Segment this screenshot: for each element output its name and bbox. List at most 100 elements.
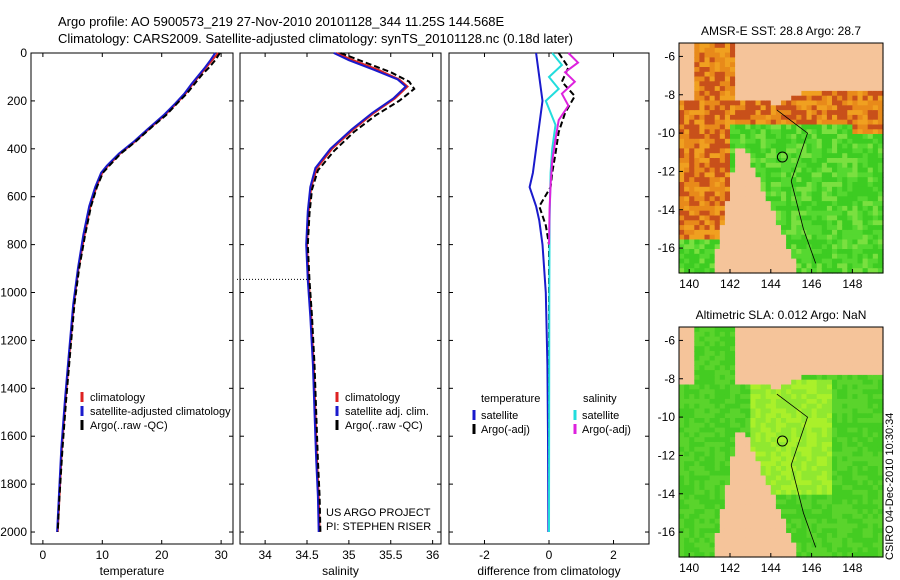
map-cell — [867, 105, 874, 111]
map-cell — [857, 134, 864, 140]
map-cell — [735, 533, 741, 539]
map-cell — [842, 374, 848, 381]
map-cell — [816, 134, 823, 140]
map-cell — [786, 143, 792, 149]
map-cell — [770, 403, 777, 410]
map-cell — [679, 234, 685, 241]
map-cell — [684, 422, 690, 429]
map-cell — [679, 95, 685, 102]
map-cell — [801, 365, 808, 371]
map-cell — [786, 95, 792, 102]
map-cell — [775, 537, 782, 544]
map-cell — [867, 138, 874, 145]
salinity-panel: 34 34.5 35 35.5 36salinityclimatologysatelli… — [237, 52, 442, 578]
map-cell — [796, 43, 802, 49]
map-cell — [842, 528, 848, 534]
map-cell — [770, 331, 777, 338]
map-cell — [724, 461, 731, 467]
map-cell — [740, 153, 746, 159]
map-cell — [730, 244, 736, 250]
map-cell — [816, 143, 823, 149]
map-cell — [811, 249, 818, 255]
map-cell — [719, 62, 726, 68]
map-cell — [781, 346, 787, 352]
map-cell — [735, 201, 741, 207]
map-cell — [781, 100, 787, 106]
map-cell — [832, 86, 838, 92]
map-cell — [689, 485, 695, 491]
map-cell — [679, 528, 685, 534]
map-cell — [679, 489, 685, 496]
map-cell — [842, 542, 848, 548]
map-cell — [837, 489, 843, 496]
map-cell — [877, 403, 884, 410]
map-cell — [816, 331, 823, 338]
map-cell — [684, 225, 690, 231]
map-cell — [837, 389, 843, 395]
map-cell — [781, 239, 787, 245]
map-cell — [781, 114, 787, 121]
map-cell — [694, 268, 700, 274]
map-cell — [689, 370, 695, 376]
map-cell — [730, 263, 736, 269]
map-cell — [775, 370, 782, 376]
map-cell — [857, 499, 864, 505]
map-cell — [862, 422, 869, 429]
map-cell — [709, 124, 716, 130]
map-cell — [847, 95, 853, 102]
map-cell — [847, 547, 853, 553]
map-cell — [684, 172, 690, 178]
map-cell — [760, 220, 767, 226]
map-cell — [709, 158, 716, 164]
map-cell — [724, 71, 731, 78]
map-cell — [801, 398, 808, 405]
map-cell — [735, 470, 741, 477]
map-cell — [811, 384, 818, 390]
map-cell — [719, 138, 726, 145]
map-cell — [781, 138, 787, 145]
map-cell — [709, 138, 716, 145]
map-cell — [872, 533, 879, 539]
map-cell — [704, 253, 711, 260]
map-cell — [745, 331, 751, 338]
map-cell — [755, 220, 762, 226]
map-cell — [801, 129, 808, 135]
map-cell — [786, 470, 792, 477]
map-cell — [699, 547, 706, 553]
map-cell — [867, 229, 874, 236]
map-cell — [694, 71, 700, 78]
map-cell — [811, 95, 818, 102]
map-cell — [704, 220, 711, 226]
map-cell — [801, 172, 808, 178]
map-cell — [837, 398, 843, 405]
map-cell — [730, 427, 736, 433]
map-cell — [786, 158, 792, 164]
map-cell — [760, 365, 767, 371]
map-cell — [806, 442, 813, 448]
map-cell — [847, 398, 853, 405]
map-cell — [689, 253, 695, 260]
map-cell — [699, 456, 706, 462]
map-cell — [775, 138, 782, 145]
map-cell — [821, 90, 828, 97]
map-cell — [745, 365, 751, 371]
map-cell — [735, 542, 741, 548]
map-cell — [689, 177, 695, 183]
map-cell — [689, 537, 695, 544]
map-cell — [750, 374, 757, 381]
map-cell — [791, 249, 797, 255]
map-cell — [719, 249, 726, 255]
map-cell — [862, 456, 869, 462]
map-cell — [770, 518, 777, 525]
map-cell — [852, 499, 859, 505]
map-cell — [684, 244, 690, 250]
map-cell — [775, 191, 782, 197]
map-cell — [745, 67, 751, 73]
map-cell — [714, 86, 721, 92]
map-cell — [847, 374, 853, 381]
map-cell — [770, 86, 777, 92]
map-cell — [847, 552, 853, 558]
map-cell — [704, 509, 711, 515]
map-cell — [750, 470, 757, 477]
map-cell — [796, 95, 802, 102]
